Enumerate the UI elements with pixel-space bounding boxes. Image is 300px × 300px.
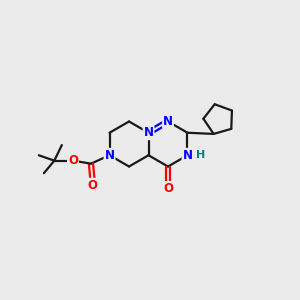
Text: N: N (182, 149, 193, 162)
Text: H: H (196, 150, 206, 160)
Text: N: N (104, 149, 115, 162)
Text: O: O (163, 182, 173, 195)
Text: N: N (163, 115, 173, 128)
Text: N: N (143, 126, 154, 139)
Text: O: O (87, 179, 98, 192)
Text: O: O (68, 154, 78, 167)
